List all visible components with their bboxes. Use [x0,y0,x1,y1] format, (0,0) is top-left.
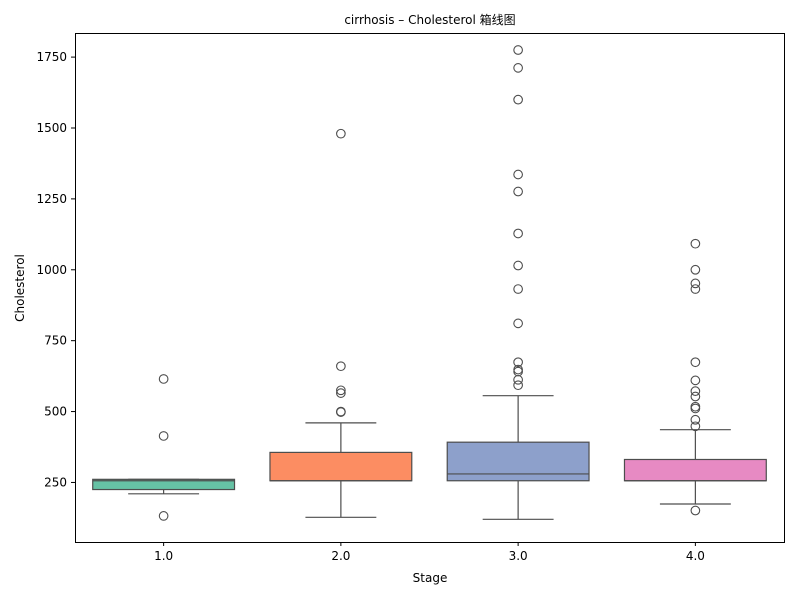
box-iqr [269,451,413,482]
outlier-point [690,278,701,289]
box-group-stage-2.0 [269,128,413,518]
box-group-stage-4.0 [623,238,767,516]
box-iqr [92,478,236,491]
outlier-point [513,374,523,385]
outlier-point [513,169,523,180]
outlier-point [336,406,346,417]
outlier-point [158,431,169,441]
outlier-point [336,388,346,398]
plot-frame [75,33,785,543]
outlier-point [513,366,523,377]
outlier-point [690,391,701,402]
y-tick-label: 1500 [36,121,67,135]
box-plots [92,45,767,521]
y-tick-label: 250 [44,475,67,489]
outlier-point [690,264,701,275]
box-iqr [446,441,590,482]
outlier-point [158,511,169,521]
outlier-point [690,238,701,249]
outlier-point [690,414,701,425]
outlier-point [513,260,523,271]
outlier-point [513,45,523,55]
outlier-point [513,357,523,368]
y-axis: 250 500 750 1000 1250 1500 1750 [36,50,75,489]
outlier-point [690,505,701,516]
outlier-point [513,318,523,329]
outlier-point [513,284,523,294]
outlier-point [513,63,523,73]
y-tick-label: 750 [44,334,67,348]
box-iqr [623,458,767,482]
x-tick-label: 2.0 [331,549,350,563]
x-tick-label: 1.0 [154,549,173,563]
box-group-stage-1.0 [92,374,236,521]
x-tick-label: 4.0 [686,549,705,563]
outlier-point [690,386,701,396]
box-group-stage-3.0 [446,45,590,520]
outlier-point [690,401,701,412]
outlier-point [513,364,523,375]
outlier-point [513,94,523,105]
y-axis-label: Cholesterol [13,254,27,322]
x-tick-label: 3.0 [509,549,528,563]
outlier-point [690,421,701,432]
outlier-point [690,284,701,294]
x-axis-label: Stage [413,571,448,585]
outlier-point [513,228,523,239]
y-tick-label: 1750 [36,50,67,64]
y-tick-label: 1250 [36,192,67,206]
outlier-point [690,357,701,368]
chart-title: cirrhosis – Cholesterol 箱线图 [344,12,515,27]
outlier-point [336,128,346,139]
y-tick-label: 500 [44,405,67,419]
x-axis: 1.0 2.0 3.0 4.0 [154,542,705,563]
outlier-point [513,186,523,197]
outlier-point [158,374,169,384]
outlier-point [336,361,346,372]
outlier-point [513,380,523,391]
y-tick-label: 1000 [36,263,67,277]
outlier-point [336,385,346,396]
outlier-point [690,375,701,386]
